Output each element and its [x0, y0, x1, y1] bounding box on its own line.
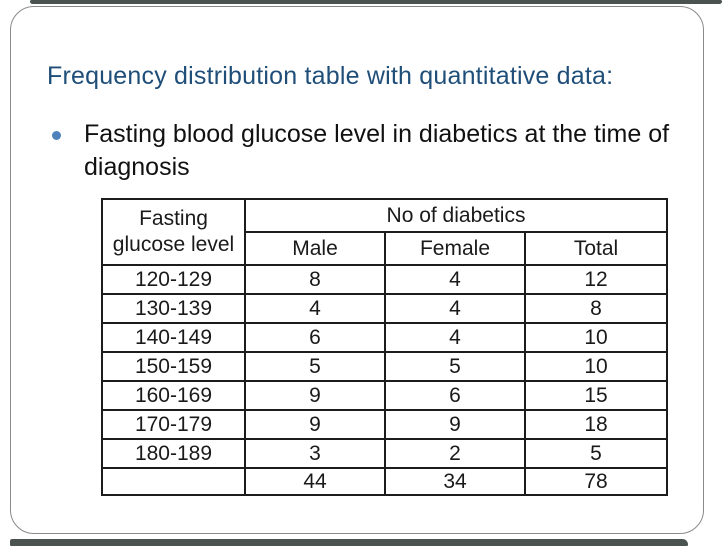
cell-total: 10	[524, 351, 668, 382]
cell-total: 8	[524, 293, 668, 324]
cell-female: 6	[384, 380, 526, 411]
corner-header-cell: Fasting glucose level	[101, 198, 246, 266]
cell-total: 18	[524, 409, 668, 440]
cell-male: 9	[244, 380, 386, 411]
corner-header-line1: Fasting	[139, 207, 208, 230]
cell-glucose-range: 180-189	[101, 438, 246, 469]
cell-female: 4	[384, 264, 526, 295]
bottom-edge-bar	[10, 539, 688, 546]
table-row: 120-129 8 4 12	[101, 264, 668, 295]
corner-header-line2: glucose level	[112, 233, 235, 256]
cell-male: 9	[244, 409, 386, 440]
cell-glucose-range: 120-129	[101, 264, 246, 295]
cell-female: 2	[384, 438, 526, 469]
table-row: 130-139 4 4 8	[101, 293, 668, 324]
cell-male: 5	[244, 351, 386, 382]
cell-female: 4	[384, 293, 526, 324]
cell-total: 10	[524, 322, 668, 353]
col-header-total: Total	[524, 231, 668, 266]
cell-total: 12	[524, 264, 668, 295]
table-row: 180-189 3 2 5	[101, 438, 668, 469]
bullet-item: Fasting blood glucose level in diabetics…	[52, 118, 700, 184]
table-header-row-1: Fasting glucose level No of diabetics	[101, 198, 668, 266]
table-row: 160-169 9 6 15	[101, 380, 668, 411]
table-row: 150-159 5 5 10	[101, 351, 668, 382]
cell-glucose-range: 150-159	[101, 351, 246, 382]
cell-male: 8	[244, 264, 386, 295]
cell-female-total: 34	[384, 467, 526, 496]
slide-border-frame	[10, 6, 704, 534]
slide-title: Frequency distribution table with quanti…	[47, 62, 614, 90]
group-header-cell: No of diabetics	[244, 198, 668, 233]
bullet-icon	[52, 131, 61, 140]
col-header-female: Female	[384, 231, 526, 266]
cell-grand-total: 78	[524, 467, 668, 496]
cell-glucose-range: 170-179	[101, 409, 246, 440]
top-edge-bar	[30, 0, 722, 4]
cell-total: 5	[524, 438, 668, 469]
cell-total: 15	[524, 380, 668, 411]
cell-male: 6	[244, 322, 386, 353]
cell-glucose-range: 160-169	[101, 380, 246, 411]
col-header-male: Male	[244, 231, 386, 266]
cell-female: 9	[384, 409, 526, 440]
cell-female: 4	[384, 322, 526, 353]
cell-male: 3	[244, 438, 386, 469]
table-row: 140-149 6 4 10	[101, 322, 668, 353]
cell-glucose-range: 140-149	[101, 322, 246, 353]
cell-male-total: 44	[244, 467, 386, 496]
cell-male: 4	[244, 293, 386, 324]
frequency-table: Fasting glucose level No of diabetics Ma…	[101, 198, 668, 496]
table-header-row-2: Male Female Total	[102, 231, 668, 266]
table-totals-row: 44 34 78	[101, 467, 668, 496]
cell-glucose-range: 130-139	[101, 293, 246, 324]
bullet-text: Fasting blood glucose level in diabetics…	[84, 120, 670, 181]
cell-female: 5	[384, 351, 526, 382]
table-row: 170-179 9 9 18	[101, 409, 668, 440]
cell-empty	[101, 467, 246, 496]
